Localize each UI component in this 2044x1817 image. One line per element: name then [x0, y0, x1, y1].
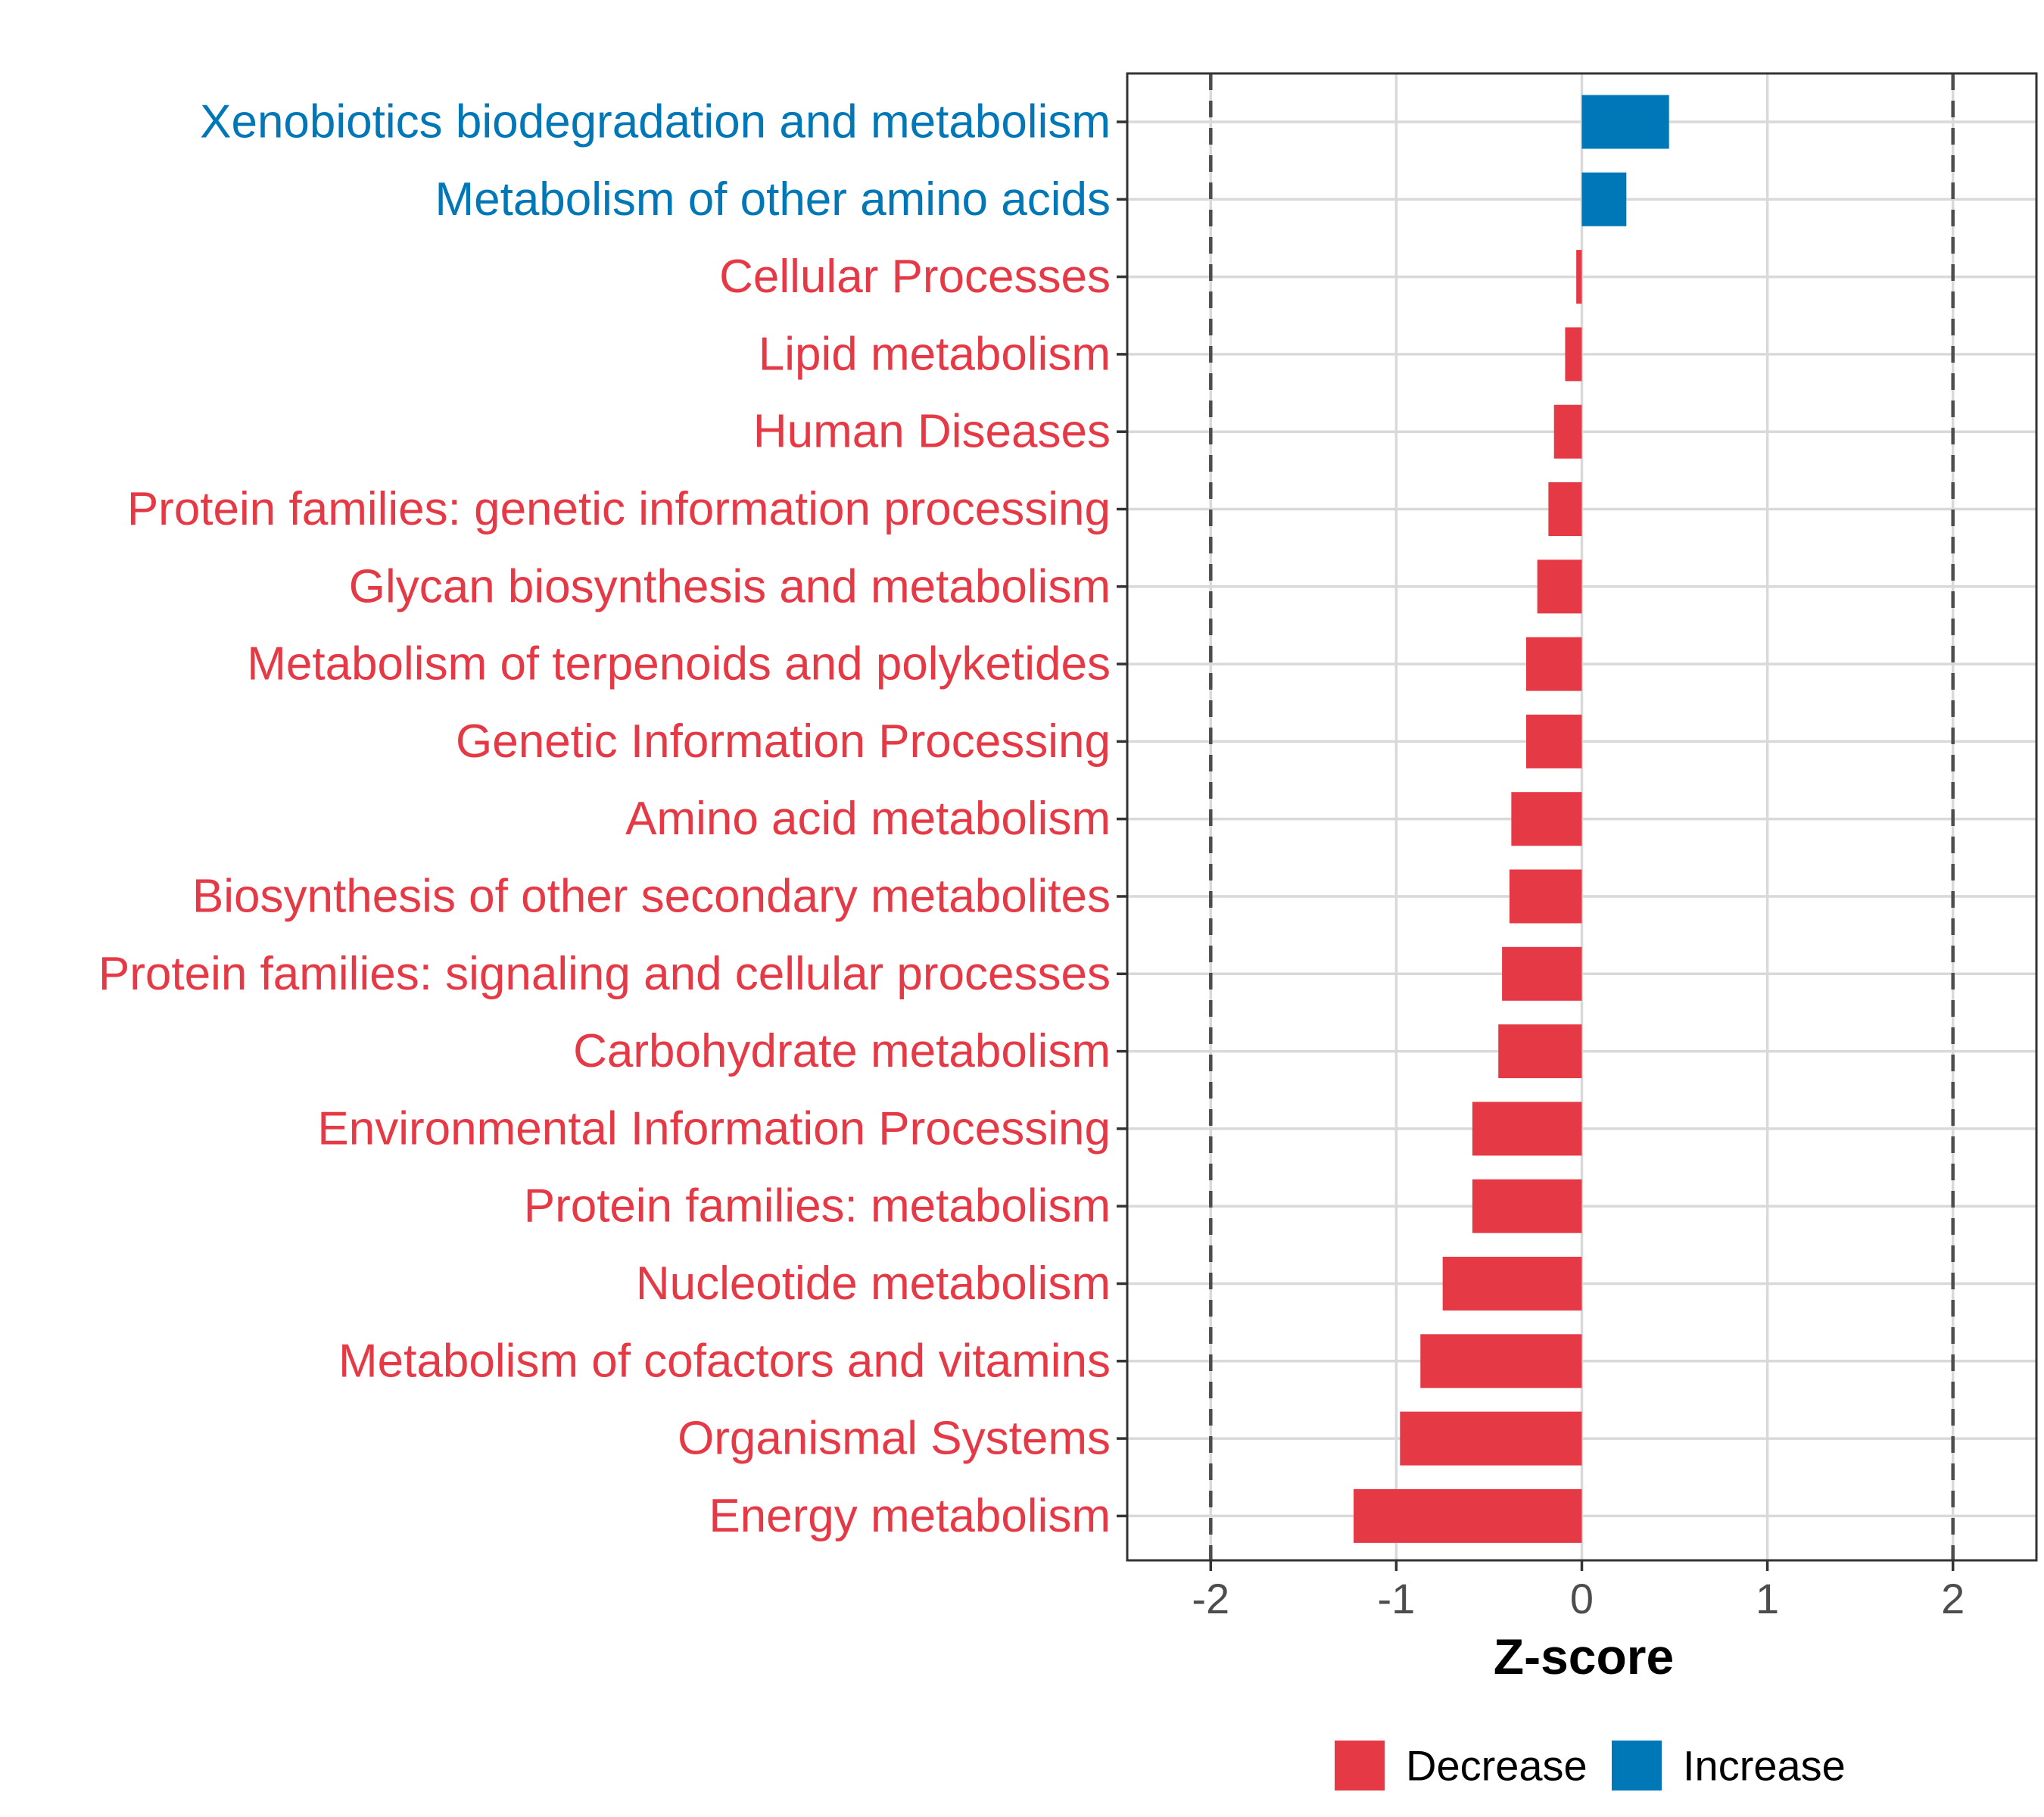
- category-label: Metabolism of cofactors and vitamins: [338, 1335, 1111, 1387]
- category-label: Protein families: genetic information pr…: [127, 483, 1111, 535]
- bar: [1581, 172, 1627, 226]
- bar: [1354, 1488, 1582, 1543]
- legend: Decrease Increase: [1335, 1741, 1846, 1791]
- x-tick-label: -2: [1192, 1575, 1229, 1622]
- bar: [1525, 637, 1582, 691]
- x-tick-label: 0: [1570, 1575, 1594, 1622]
- category-label: Metabolism of other amino acids: [435, 173, 1111, 226]
- category-label: Energy metabolism: [709, 1490, 1111, 1542]
- x-tick-label: -1: [1377, 1575, 1415, 1622]
- bar: [1537, 559, 1582, 614]
- category-label: Cellular Processes: [719, 251, 1111, 303]
- bar: [1548, 482, 1582, 536]
- bar: [1511, 792, 1582, 846]
- category-label: Xenobiotics biodegradation and metabolis…: [200, 96, 1111, 148]
- category-label: Environmental Information Processing: [317, 1102, 1111, 1155]
- reference-line-layer: [1209, 73, 1955, 1560]
- category-label: Metabolism of terpenoids and polyketides: [247, 638, 1111, 690]
- bar: [1442, 1257, 1582, 1311]
- category-label: Biosynthesis of other secondary metaboli…: [192, 871, 1111, 923]
- legend-label: Decrease: [1406, 1742, 1588, 1790]
- category-label: Genetic Information Processing: [456, 715, 1111, 768]
- bar: [1502, 946, 1582, 1001]
- category-label: Protein families: metabolism: [524, 1180, 1111, 1233]
- category-label: Carbohydrate metabolism: [573, 1025, 1111, 1077]
- bar: [1400, 1411, 1582, 1466]
- bar: [1472, 1179, 1582, 1233]
- bar: [1525, 714, 1582, 768]
- category-label: Amino acid metabolism: [625, 793, 1111, 845]
- bar: [1472, 1102, 1582, 1156]
- x-axis-layer: -2 -1 0 1 2: [1192, 1560, 1965, 1622]
- y-axis-layer: Xenobiotics biodegradation and metabolis…: [98, 96, 1127, 1542]
- category-label: Nucleotide metabolism: [636, 1258, 1111, 1310]
- category-label: Glycan biosynthesis and metabolism: [349, 560, 1111, 612]
- category-label: Organismal Systems: [678, 1413, 1111, 1465]
- x-axis-title: Z-score: [1494, 1628, 1674, 1685]
- bar-layer: [1354, 95, 1669, 1543]
- category-label: Lipid metabolism: [759, 328, 1111, 380]
- bar: [1553, 404, 1582, 459]
- category-label: Protein families: signaling and cellular…: [98, 948, 1111, 1000]
- bar: [1581, 95, 1669, 149]
- x-tick-label: 1: [1756, 1575, 1779, 1622]
- x-tick-label: 2: [1941, 1575, 1965, 1622]
- legend-swatch: [1335, 1741, 1385, 1791]
- bar: [1420, 1334, 1582, 1388]
- bar: [1509, 869, 1582, 924]
- category-label: Human Diseases: [753, 406, 1111, 458]
- bar: [1498, 1024, 1582, 1079]
- bar: [1576, 250, 1582, 304]
- legend-label: Increase: [1683, 1742, 1846, 1790]
- bar: [1565, 327, 1582, 382]
- legend-swatch: [1612, 1741, 1662, 1791]
